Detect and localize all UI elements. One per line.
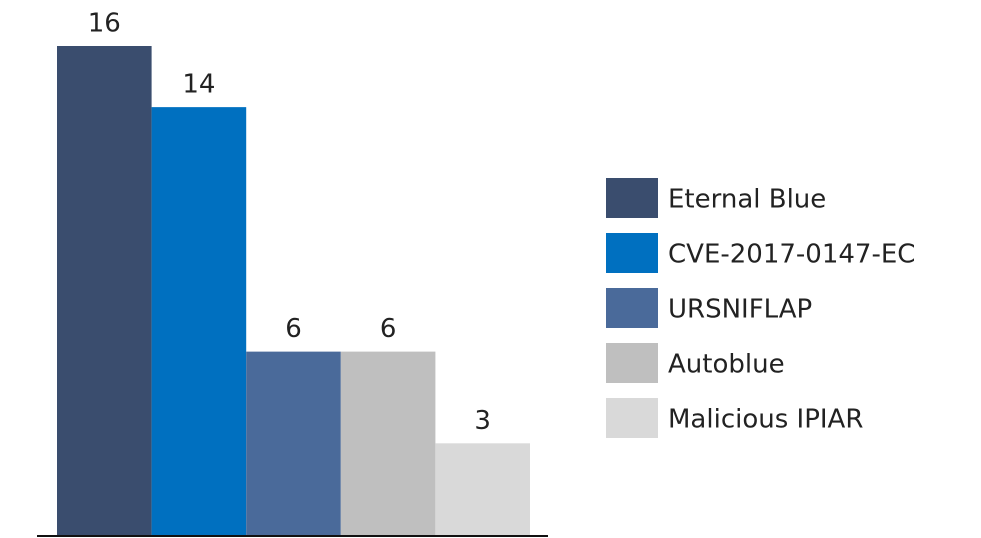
bar bbox=[246, 351, 341, 535]
legend-swatch bbox=[606, 398, 658, 438]
legend-swatch bbox=[606, 233, 658, 273]
bar bbox=[340, 351, 436, 535]
data-label: 14 bbox=[182, 70, 215, 100]
legend-swatch bbox=[606, 343, 658, 383]
legend-label: URSNIFLAP bbox=[668, 295, 812, 325]
legend-swatch bbox=[606, 178, 658, 218]
bar bbox=[57, 46, 152, 535]
data-label: 6 bbox=[380, 314, 397, 344]
data-label: 16 bbox=[88, 9, 121, 39]
legend-label: Malicious IPIAR bbox=[668, 405, 863, 435]
bar bbox=[151, 107, 247, 535]
bar bbox=[435, 443, 530, 535]
data-label: 3 bbox=[474, 406, 491, 436]
legend-swatch bbox=[606, 288, 658, 328]
data-label: 6 bbox=[285, 314, 302, 344]
legend-label: CVE-2017-0147-EC bbox=[668, 240, 915, 270]
legend-label: Eternal Blue bbox=[668, 185, 826, 215]
legend-label: Autoblue bbox=[668, 350, 785, 380]
